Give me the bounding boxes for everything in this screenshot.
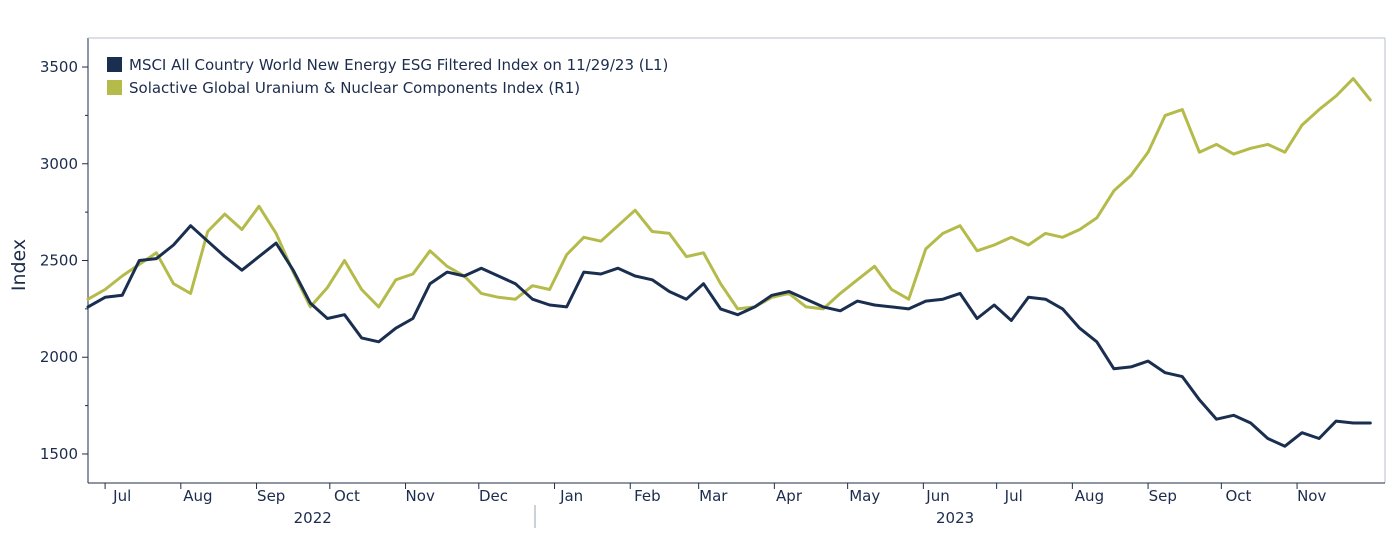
x-tick-label: Oct [334, 487, 360, 505]
plot-frame [87, 37, 1386, 484]
x-tick-label: Jan [559, 487, 583, 505]
x-tick-label: Mar [699, 487, 728, 505]
x-tick-label: Feb [634, 487, 661, 505]
x-tick-label: Jun [925, 487, 949, 505]
x-year-label: 2022 [294, 509, 332, 527]
x-tick-label: Dec [479, 487, 508, 505]
legend-swatch-msci [107, 57, 122, 72]
x-axis: Jul Aug Sep Oct Nov Dec Jan Feb Mar Apr May Jun Jul A… [104, 483, 1326, 528]
legend: MSCI All Country World New Energy ESG Fi… [107, 56, 668, 97]
x-tick-label: Oct [1225, 487, 1251, 505]
x-tick-label: Jul [112, 487, 131, 505]
x-tick-label: Jul [1004, 487, 1023, 505]
legend-label-solactive: Solactive Global Uranium & Nuclear Compo… [129, 79, 580, 97]
legend-swatch-solactive [107, 80, 122, 95]
y-tick-label: 2000 [40, 348, 78, 366]
x-tick-label: Nov [1297, 487, 1326, 505]
x-tick-label: Nov [406, 487, 435, 505]
legend-label-msci: MSCI All Country World New Energy ESG Fi… [129, 56, 668, 74]
series-layer [86, 77, 1372, 448]
series-line-solactive [86, 77, 1372, 311]
x-tick-label: Sep [1149, 487, 1177, 505]
x-tick-label: Aug [183, 487, 212, 505]
y-tick-label: 3000 [40, 155, 78, 173]
y-tick-label: 1500 [40, 445, 78, 463]
series-line-msci [86, 224, 1372, 448]
y-tick-label: 2500 [40, 252, 78, 270]
x-tick-label: Aug [1075, 487, 1104, 505]
y-axis-title: Index [8, 239, 30, 291]
y-tick-label: 3500 [40, 58, 78, 76]
x-tick-label: May [849, 487, 880, 505]
x-tick-label: Apr [776, 487, 803, 505]
y-axis: 1500 2000 2500 3000 3500 [40, 58, 88, 463]
x-year-label: 2023 [936, 509, 974, 527]
x-tick-label: Sep [257, 487, 285, 505]
